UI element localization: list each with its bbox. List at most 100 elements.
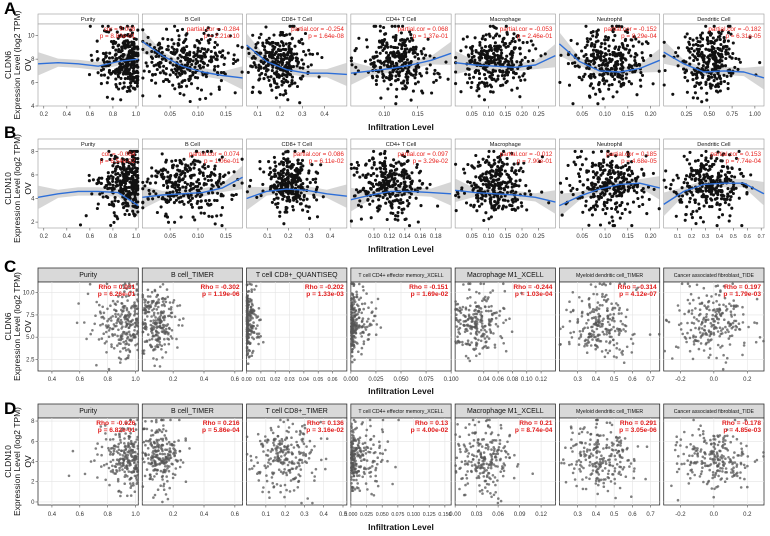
data-point (601, 77, 606, 81)
data-point (164, 297, 167, 301)
data-point (295, 175, 299, 179)
data-point (469, 203, 473, 207)
data-point (119, 318, 123, 322)
data-point (704, 156, 708, 160)
data-point (155, 308, 159, 311)
data-point (219, 79, 223, 83)
data-point (133, 76, 137, 80)
data-point (133, 329, 136, 332)
data-point (470, 81, 474, 85)
data-point (273, 172, 277, 176)
x-tick-label: 0.4 (326, 234, 335, 240)
data-point (717, 172, 721, 176)
data-point (83, 321, 86, 324)
x-axis-label: Infiltration Level (368, 244, 434, 254)
data-point (270, 88, 274, 92)
data-point (693, 84, 698, 88)
data-point (258, 77, 262, 81)
data-point (400, 211, 404, 215)
data-point (199, 205, 203, 209)
data-point (161, 69, 165, 73)
data-point (487, 171, 491, 175)
data-point (160, 344, 164, 348)
data-point (640, 51, 644, 55)
trend-line (37, 58, 139, 67)
data-point (416, 57, 421, 61)
data-point (160, 327, 164, 330)
data-point (560, 213, 564, 217)
data-point (626, 189, 630, 193)
data-point (724, 177, 728, 181)
data-point (349, 59, 353, 63)
data-point (369, 216, 373, 220)
data-point (664, 185, 668, 189)
data-point (141, 351, 145, 355)
data-point (176, 304, 179, 308)
data-point (159, 311, 163, 315)
data-point (708, 54, 712, 58)
data-point (602, 169, 606, 173)
data-point (599, 195, 604, 200)
data-point (277, 176, 281, 180)
x-tick-label: 0.8 (109, 112, 118, 118)
data-point (141, 28, 145, 32)
data-point (136, 323, 139, 327)
data-point (399, 198, 403, 202)
data-point (189, 187, 193, 191)
data-point (505, 162, 509, 166)
data-point (130, 305, 134, 308)
data-point (377, 198, 381, 202)
data-point (125, 39, 129, 43)
data-point (113, 195, 117, 200)
data-point (111, 45, 115, 50)
data-point (729, 71, 733, 75)
data-point (392, 164, 396, 168)
data-point (151, 197, 155, 201)
data-point (211, 191, 215, 195)
data-point (701, 75, 705, 80)
data-point (101, 322, 104, 326)
data-point (291, 208, 295, 212)
data-point (389, 61, 393, 65)
data-point (405, 199, 409, 203)
x-tick-label: 0.2 (169, 377, 178, 383)
data-point (116, 36, 120, 40)
data-point (454, 162, 458, 166)
data-point (132, 332, 135, 336)
data-point (438, 75, 442, 79)
data-point (93, 322, 96, 326)
data-point (621, 77, 625, 81)
data-point (486, 155, 491, 159)
data-point (491, 90, 495, 94)
data-point (154, 54, 158, 59)
data-point (281, 93, 286, 97)
data-point (696, 43, 700, 47)
data-point (307, 48, 311, 52)
data-point (388, 195, 392, 199)
stat-pvalue: p = 2.21e-10 (204, 33, 240, 40)
data-point (481, 182, 485, 186)
stat-pvalue: p = 4.68e-05 (621, 158, 657, 165)
data-point (189, 82, 194, 86)
data-point (291, 204, 295, 209)
data-point (366, 172, 370, 176)
data-point (704, 24, 708, 28)
data-point (299, 168, 303, 173)
data-point (641, 202, 645, 207)
data-point (185, 52, 189, 56)
data-point (191, 215, 195, 219)
data-point (155, 330, 158, 333)
data-point (95, 58, 99, 62)
data-point (198, 194, 202, 199)
data-point (482, 49, 486, 53)
data-point (588, 37, 593, 41)
data-point (592, 205, 596, 209)
data-point (372, 63, 376, 67)
data-point (668, 187, 672, 191)
data-point (141, 94, 145, 98)
data-point (505, 71, 509, 75)
data-point (379, 152, 383, 156)
data-point (415, 165, 419, 169)
data-point (618, 73, 622, 77)
